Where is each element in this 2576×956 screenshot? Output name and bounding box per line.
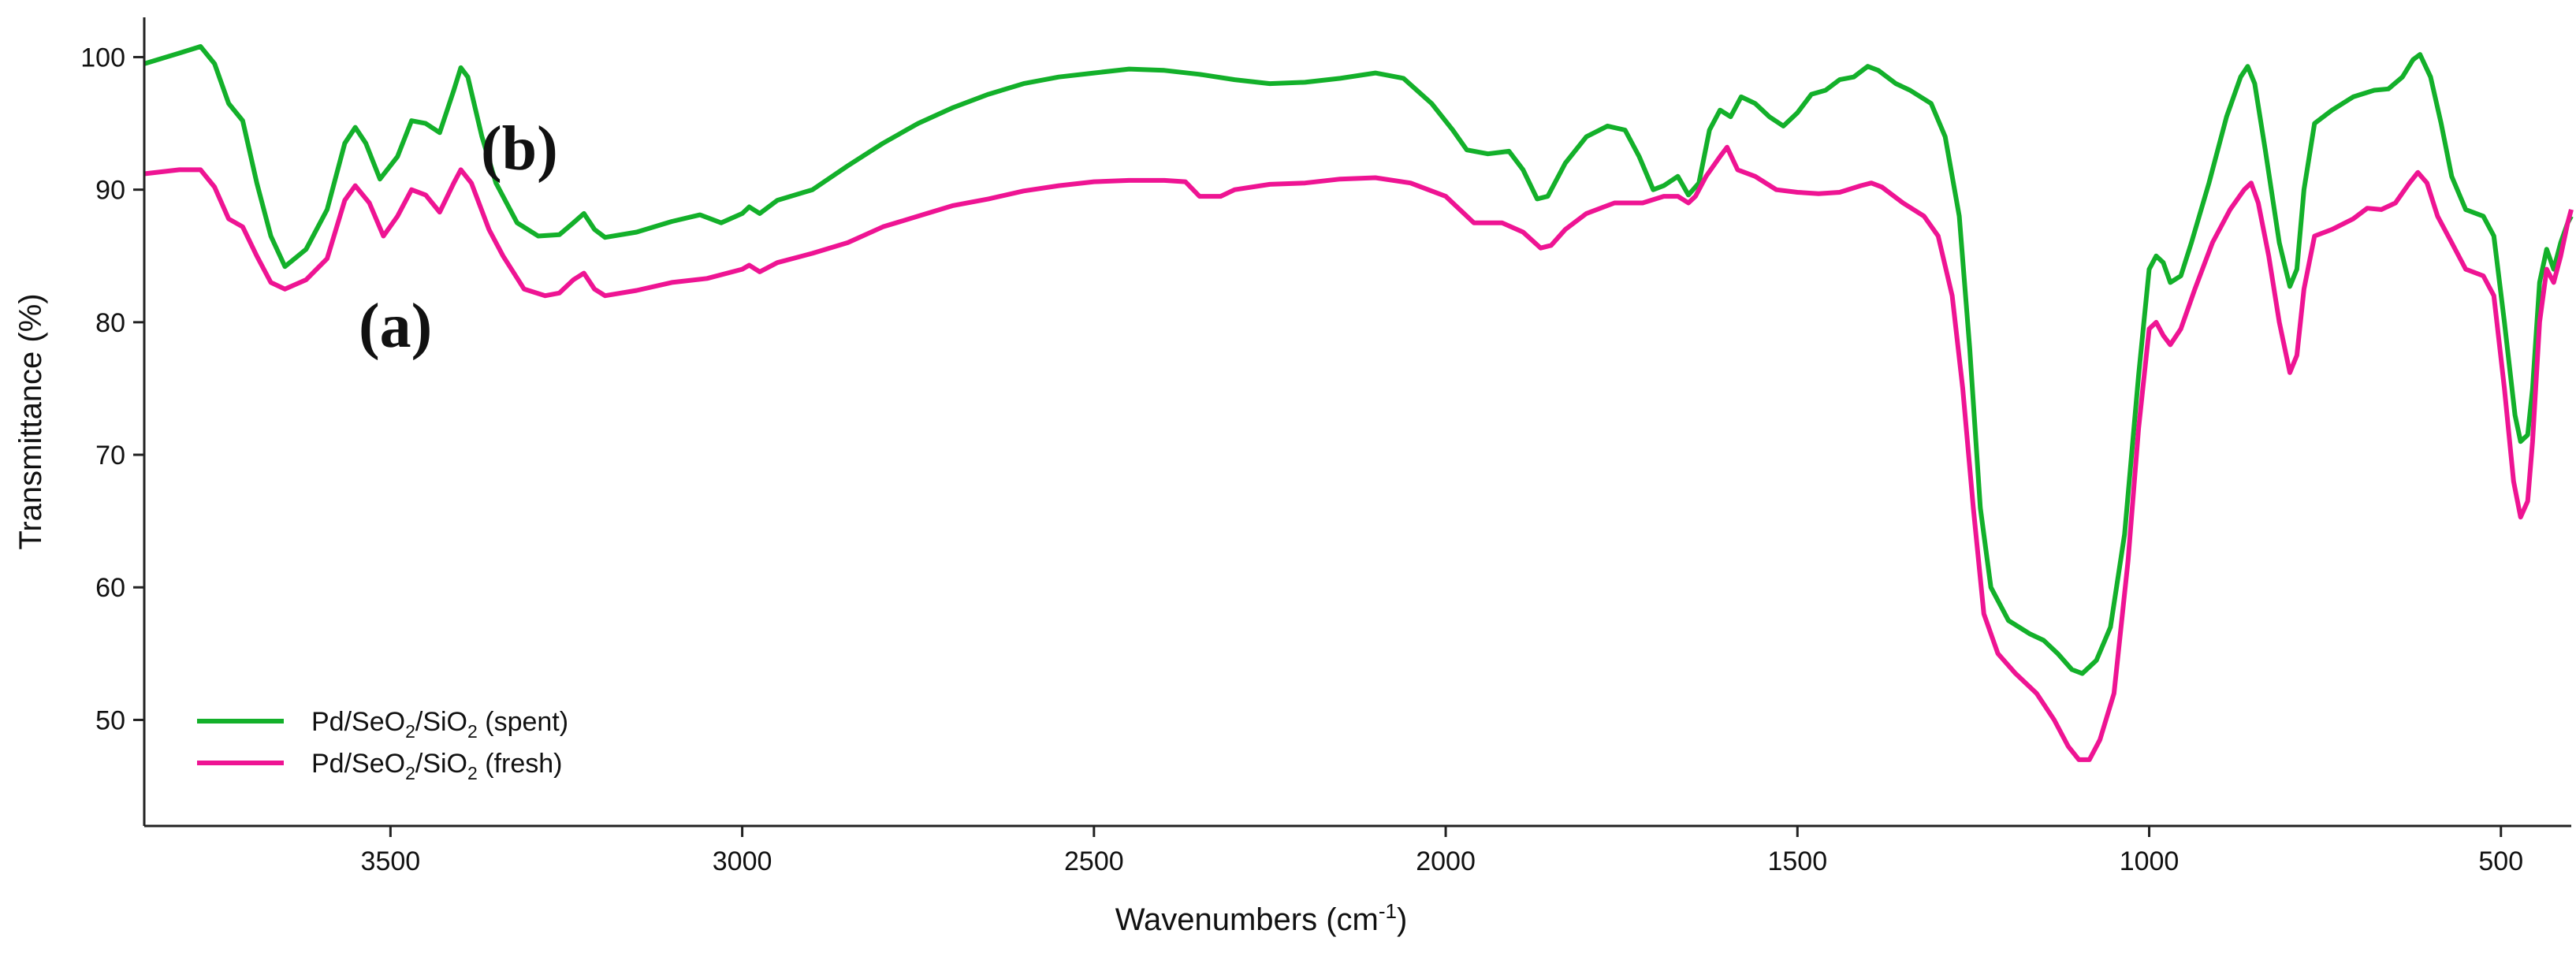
- x-tick-label: 1000: [2120, 846, 2180, 876]
- x-axis-title: Wavenumbers (cm-1): [1115, 899, 1408, 937]
- y-tick-label: 50: [95, 705, 125, 735]
- y-tick-label: 90: [95, 176, 125, 206]
- y-axis-title: Transmittance (%): [13, 293, 48, 549]
- annotation-b: (b): [481, 114, 558, 184]
- series-line-spent: [143, 44, 2574, 676]
- y-tick-label: 100: [80, 43, 125, 73]
- x-ticks-group: 3500 3000 2500 2000 1500 1000 500: [361, 826, 2523, 876]
- x-tick-label: 500: [2478, 846, 2523, 876]
- x-tick-label: 3500: [361, 846, 421, 876]
- series-group: [143, 44, 2574, 762]
- x-tick-label: 2500: [1064, 846, 1124, 876]
- y-tick-label: 70: [95, 441, 125, 471]
- x-tick-label: 3000: [713, 846, 772, 876]
- legend: Pd/SeO2/SiO2 (spent) Pd/SeO2/SiO2 (fresh…: [197, 707, 568, 783]
- x-tick-label: 2000: [1416, 846, 1476, 876]
- y-ticks-group: 50 60 70 80 90 100: [80, 43, 144, 735]
- legend-label-fresh: Pd/SeO2/SiO2 (fresh): [311, 749, 562, 783]
- series-line-fresh: [143, 144, 2574, 762]
- legend-label-spent: Pd/SeO2/SiO2 (spent): [311, 707, 568, 742]
- y-tick-label: 80: [95, 308, 125, 338]
- y-tick-label: 60: [95, 573, 125, 603]
- annotation-a: (a): [359, 292, 432, 361]
- x-tick-label: 1500: [1767, 846, 1827, 876]
